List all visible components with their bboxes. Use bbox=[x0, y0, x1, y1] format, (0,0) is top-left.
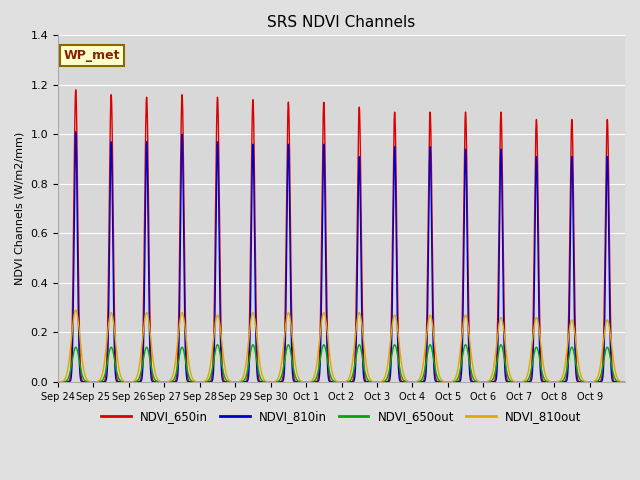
NDVI_810out bbox=[54, 379, 62, 385]
Line: NDVI_810in: NDVI_810in bbox=[58, 132, 625, 382]
NDVI_650in bbox=[83, 379, 90, 385]
Line: NDVI_650out: NDVI_650out bbox=[58, 345, 625, 382]
NDVI_650in bbox=[621, 379, 629, 385]
NDVI_650out bbox=[259, 378, 267, 384]
NDVI_650in bbox=[72, 87, 79, 93]
NDVI_650out bbox=[497, 342, 505, 348]
NDVI_810in bbox=[475, 379, 483, 385]
NDVI_810out bbox=[260, 375, 268, 381]
NDVI_810in bbox=[505, 379, 513, 385]
NDVI_810out bbox=[72, 307, 79, 313]
Line: NDVI_810out: NDVI_810out bbox=[58, 310, 625, 382]
NDVI_810out bbox=[390, 314, 397, 320]
NDVI_810in bbox=[415, 379, 422, 385]
NDVI_810out bbox=[505, 367, 513, 372]
NDVI_650out bbox=[505, 375, 513, 381]
NDVI_810in bbox=[83, 379, 90, 385]
Title: SRS NDVI Channels: SRS NDVI Channels bbox=[268, 15, 415, 30]
NDVI_810in bbox=[54, 379, 62, 385]
NDVI_810in bbox=[390, 193, 397, 199]
NDVI_650in bbox=[390, 148, 397, 154]
NDVI_810out bbox=[475, 378, 483, 384]
NDVI_810in bbox=[621, 379, 629, 385]
NDVI_650out bbox=[54, 379, 62, 385]
NDVI_810in bbox=[72, 129, 79, 135]
NDVI_650in bbox=[475, 379, 483, 385]
NDVI_650out bbox=[83, 379, 90, 384]
Legend: NDVI_650in, NDVI_810in, NDVI_650out, NDVI_810out: NDVI_650in, NDVI_810in, NDVI_650out, NDV… bbox=[97, 406, 586, 428]
NDVI_650out bbox=[621, 379, 629, 385]
NDVI_650in bbox=[505, 379, 513, 384]
NDVI_650in bbox=[54, 379, 62, 385]
NDVI_650in bbox=[415, 379, 422, 385]
NDVI_650in bbox=[260, 379, 268, 385]
NDVI_810out bbox=[621, 379, 629, 385]
NDVI_650out bbox=[390, 344, 397, 349]
Text: WP_met: WP_met bbox=[64, 49, 120, 62]
NDVI_650out bbox=[474, 379, 482, 384]
NDVI_650out bbox=[415, 379, 422, 384]
NDVI_810out bbox=[83, 376, 90, 382]
NDVI_810in bbox=[260, 379, 268, 385]
NDVI_810out bbox=[415, 378, 422, 384]
Y-axis label: NDVI Channels (W/m2/mm): NDVI Channels (W/m2/mm) bbox=[15, 132, 25, 285]
Line: NDVI_650in: NDVI_650in bbox=[58, 90, 625, 382]
